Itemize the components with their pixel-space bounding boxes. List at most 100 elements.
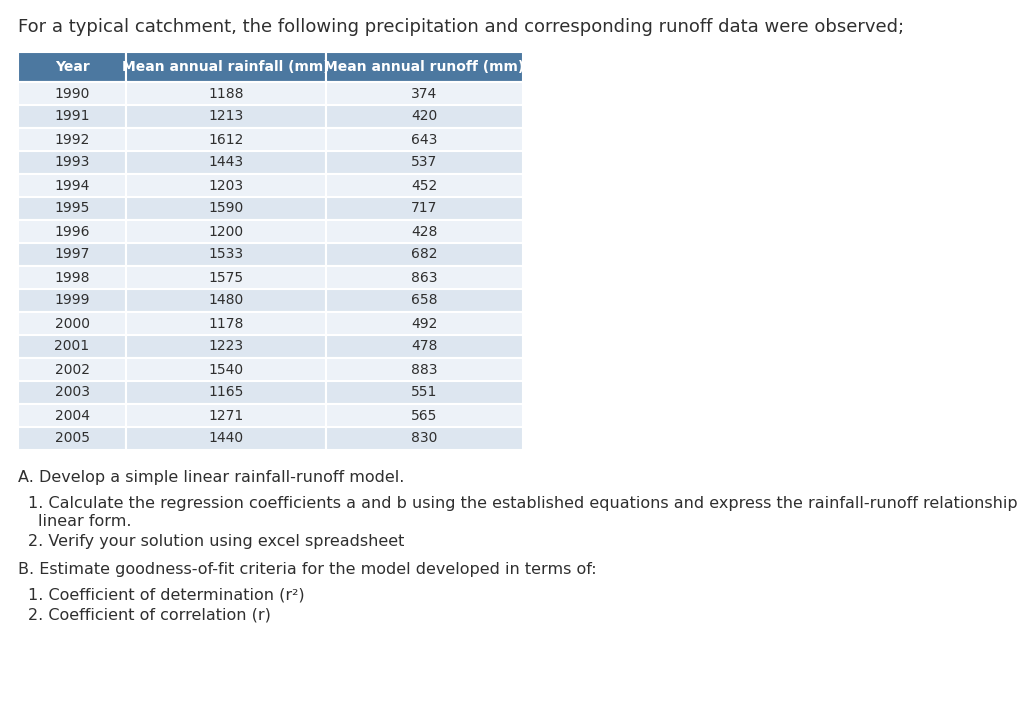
Text: 374: 374 xyxy=(412,87,437,101)
Text: 863: 863 xyxy=(412,270,437,284)
Text: 478: 478 xyxy=(412,339,437,353)
Bar xyxy=(126,358,326,381)
Text: 2000: 2000 xyxy=(54,317,89,330)
Text: linear form.: linear form. xyxy=(38,514,131,529)
Bar xyxy=(18,197,126,220)
Bar xyxy=(326,312,523,335)
Bar xyxy=(326,197,523,220)
Bar xyxy=(18,335,126,358)
Bar xyxy=(126,174,326,197)
Bar xyxy=(18,358,126,381)
Text: 492: 492 xyxy=(412,317,437,330)
Text: 1188: 1188 xyxy=(208,87,244,101)
Bar xyxy=(126,151,326,174)
Text: 565: 565 xyxy=(412,408,437,422)
Text: Year: Year xyxy=(54,60,89,74)
Text: 1. Coefficient of determination (r²): 1. Coefficient of determination (r²) xyxy=(28,588,304,603)
Text: B. Estimate goodness-of-fit criteria for the model developed in terms of:: B. Estimate goodness-of-fit criteria for… xyxy=(18,562,597,577)
Bar xyxy=(326,174,523,197)
Text: 1178: 1178 xyxy=(208,317,244,330)
Bar xyxy=(326,427,523,450)
Bar xyxy=(18,128,126,151)
Bar xyxy=(126,128,326,151)
Text: 1203: 1203 xyxy=(209,179,244,192)
Bar xyxy=(126,52,326,82)
Text: 1612: 1612 xyxy=(208,132,244,146)
Text: 1271: 1271 xyxy=(208,408,244,422)
Bar xyxy=(326,266,523,289)
Bar xyxy=(126,220,326,243)
Text: 2005: 2005 xyxy=(54,432,89,446)
Bar xyxy=(126,381,326,404)
Text: 830: 830 xyxy=(412,432,437,446)
Text: 428: 428 xyxy=(412,225,437,239)
Text: 717: 717 xyxy=(412,201,437,215)
Bar xyxy=(18,312,126,335)
Bar xyxy=(126,197,326,220)
Text: 1575: 1575 xyxy=(209,270,244,284)
Bar xyxy=(326,358,523,381)
Text: 420: 420 xyxy=(412,110,437,123)
Bar xyxy=(18,82,126,105)
Bar xyxy=(18,52,126,82)
Bar xyxy=(326,243,523,266)
Bar xyxy=(126,427,326,450)
Bar xyxy=(18,220,126,243)
Text: 1997: 1997 xyxy=(54,248,90,261)
Bar xyxy=(18,266,126,289)
Bar xyxy=(18,404,126,427)
Text: 2. Verify your solution using excel spreadsheet: 2. Verify your solution using excel spre… xyxy=(28,534,404,549)
Text: Mean annual rainfall (mm): Mean annual rainfall (mm) xyxy=(122,60,330,74)
Text: 1590: 1590 xyxy=(208,201,244,215)
Text: 1480: 1480 xyxy=(208,294,244,308)
Text: A. Develop a simple linear rainfall-runoff model.: A. Develop a simple linear rainfall-runo… xyxy=(18,470,404,485)
Text: 1200: 1200 xyxy=(209,225,244,239)
Text: 1995: 1995 xyxy=(54,201,90,215)
Bar xyxy=(18,381,126,404)
Bar xyxy=(126,243,326,266)
Bar xyxy=(126,82,326,105)
Text: 883: 883 xyxy=(412,363,437,377)
Text: 1540: 1540 xyxy=(209,363,244,377)
Text: 1990: 1990 xyxy=(54,87,90,101)
Bar xyxy=(326,335,523,358)
Bar xyxy=(326,381,523,404)
Text: Mean annual runoff (mm): Mean annual runoff (mm) xyxy=(325,60,524,74)
Text: 1213: 1213 xyxy=(208,110,244,123)
Bar xyxy=(326,82,523,105)
Bar xyxy=(326,151,523,174)
Text: 1533: 1533 xyxy=(209,248,244,261)
Bar xyxy=(18,105,126,128)
Bar xyxy=(126,312,326,335)
Text: 1994: 1994 xyxy=(54,179,90,192)
Text: 452: 452 xyxy=(412,179,437,192)
Bar xyxy=(18,151,126,174)
Text: 2001: 2001 xyxy=(54,339,89,353)
Text: 1. Calculate the regression coefficients a and b using the established equations: 1. Calculate the regression coefficients… xyxy=(28,496,1024,511)
Text: 1223: 1223 xyxy=(209,339,244,353)
Bar xyxy=(326,404,523,427)
Bar xyxy=(326,105,523,128)
Text: 1440: 1440 xyxy=(209,432,244,446)
Bar xyxy=(18,174,126,197)
Text: 1999: 1999 xyxy=(54,294,90,308)
Text: 2. Coefficient of correlation (r): 2. Coefficient of correlation (r) xyxy=(28,608,271,623)
Text: 537: 537 xyxy=(412,156,437,170)
Bar xyxy=(18,427,126,450)
Bar xyxy=(18,243,126,266)
Text: 682: 682 xyxy=(412,248,437,261)
Bar xyxy=(126,404,326,427)
Bar xyxy=(326,220,523,243)
Text: 1991: 1991 xyxy=(54,110,90,123)
Bar xyxy=(126,289,326,312)
Text: 643: 643 xyxy=(412,132,437,146)
Text: For a typical catchment, the following precipitation and corresponding runoff da: For a typical catchment, the following p… xyxy=(18,18,904,36)
Bar xyxy=(326,289,523,312)
Bar xyxy=(126,335,326,358)
Text: 2003: 2003 xyxy=(54,386,89,399)
Text: 1992: 1992 xyxy=(54,132,90,146)
Text: 1443: 1443 xyxy=(209,156,244,170)
Text: 1165: 1165 xyxy=(208,386,244,399)
Text: 2004: 2004 xyxy=(54,408,89,422)
Text: 551: 551 xyxy=(412,386,437,399)
